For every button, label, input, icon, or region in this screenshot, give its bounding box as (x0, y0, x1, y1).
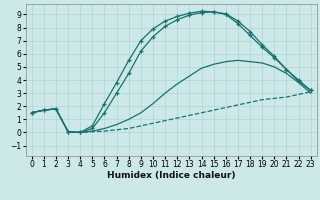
X-axis label: Humidex (Indice chaleur): Humidex (Indice chaleur) (107, 171, 236, 180)
